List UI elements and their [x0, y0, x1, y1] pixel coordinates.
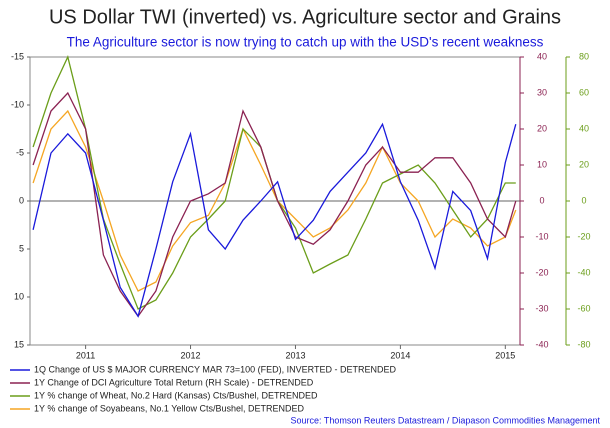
x-tick-label: 2011 — [76, 350, 95, 360]
y3-tick-label: -40 — [577, 267, 590, 277]
y-tick-label: -10 — [11, 99, 24, 109]
y2-tick-label: 30 — [537, 87, 547, 97]
y3-tick-label: 0 — [581, 195, 586, 205]
legend-label: 1Y % change of Wheat, No.2 Hard (Kansas)… — [34, 390, 318, 400]
y-tick-label: 15 — [14, 339, 24, 349]
y3-tick-label: 40 — [579, 123, 589, 133]
series-line — [32, 122, 517, 318]
legend-label: 1Q Change of US $ MAJOR CURRENCY MAR 73=… — [34, 364, 397, 374]
y-tick-label: 10 — [14, 291, 24, 301]
y3-tick-label: -60 — [577, 303, 590, 313]
y3-tick-label: 60 — [579, 87, 589, 97]
y3-tick-label: -80 — [577, 339, 590, 349]
x-tick-label: 2014 — [390, 350, 410, 360]
legend-label: 1Y % change of Soyabeans, No.1 Yellow Ct… — [34, 403, 304, 413]
legend-label: 1Y Change of DCI Agriculture Total Retur… — [34, 377, 314, 387]
y-tick-label: -5 — [16, 147, 24, 157]
x-tick-label: 2012 — [181, 350, 201, 360]
y2-tick-label: -30 — [535, 303, 548, 313]
source: Source: Thomson Reuters Datastream / Dia… — [291, 415, 601, 425]
y2-tick-label: 10 — [537, 159, 547, 169]
y3-tick-label: 20 — [579, 159, 589, 169]
series-line — [32, 91, 517, 318]
chart-subtitle: The Agriculture sector is now trying to … — [67, 35, 544, 50]
chart-title: US Dollar TWI (inverted) vs. Agriculture… — [49, 6, 561, 28]
y-tick-label: 0 — [19, 195, 24, 205]
x-tick-label: 2015 — [495, 350, 515, 360]
y3-tick-label: 80 — [579, 51, 589, 61]
x-tick-label: 2013 — [285, 350, 305, 360]
y-tick-label: 5 — [19, 243, 24, 253]
y2-tick-label: -10 — [535, 231, 548, 241]
series-line — [32, 55, 516, 310]
y2-tick-label: 20 — [537, 123, 547, 133]
y2-tick-label: 0 — [539, 195, 544, 205]
y2-tick-label: 40 — [537, 51, 547, 61]
y-tick-label: -15 — [11, 51, 24, 61]
y2-tick-label: -20 — [535, 267, 548, 277]
y2-tick-label: -40 — [535, 339, 548, 349]
y3-tick-label: -20 — [577, 231, 590, 241]
